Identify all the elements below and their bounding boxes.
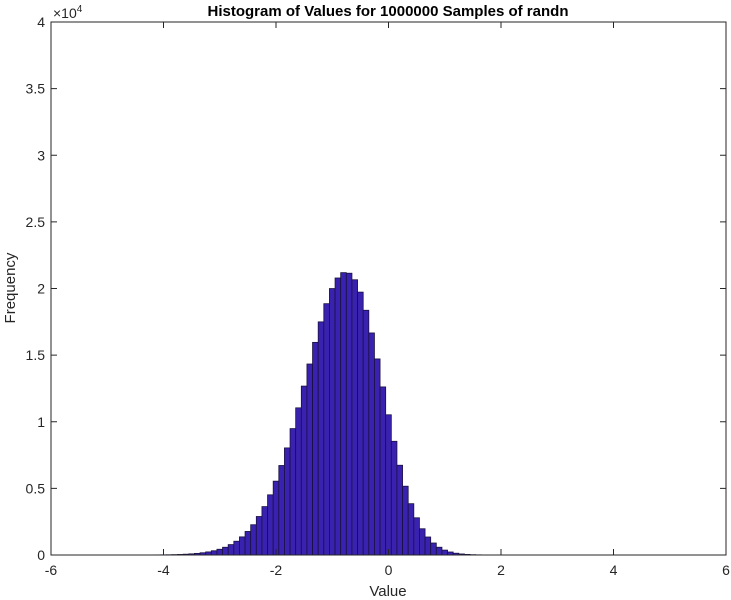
histogram-bar [441, 549, 448, 556]
histogram-bar [379, 386, 387, 556]
histogram-bar [419, 528, 426, 556]
histogram-bar [261, 506, 268, 556]
histogram-bar [334, 277, 342, 556]
histogram-bar [250, 524, 257, 556]
histogram-bar [413, 517, 420, 556]
chart-title: Histogram of Values for 1000000 Samples … [208, 3, 569, 20]
x-tick-label: 0 [385, 562, 393, 578]
x-axis-label: Value [369, 583, 406, 600]
y-tick-label: 0 [37, 547, 45, 563]
histogram-bar [317, 321, 325, 556]
y-tick-label: 3 [37, 147, 45, 163]
histogram-bar [390, 440, 398, 556]
histogram-bar [396, 464, 403, 556]
histogram-bar [357, 291, 364, 556]
histogram-bar [222, 546, 229, 556]
histogram-bar [424, 536, 432, 556]
histogram-bar [239, 536, 246, 556]
histogram-bar [351, 279, 358, 556]
histogram-bar [216, 548, 223, 556]
histogram-bar [278, 465, 285, 556]
histogram-bar [402, 485, 409, 556]
histogram-bar [244, 531, 252, 556]
histogram-bar [306, 363, 313, 556]
x-tick-label: -2 [270, 562, 283, 578]
histogram-bar [312, 341, 319, 556]
histogram-bar [227, 544, 235, 556]
y-axis-label: Frequency [2, 252, 19, 323]
x-tick-label: 6 [722, 562, 730, 578]
histogram-bar [407, 503, 415, 556]
histogram-bar [300, 385, 308, 556]
histogram-bar [267, 494, 274, 556]
histogram-bar [272, 480, 280, 556]
histogram-bar [323, 303, 330, 556]
histogram-bar [368, 332, 375, 556]
y-tick-label: 2.5 [26, 214, 46, 230]
y-tick-label: 2 [37, 281, 45, 297]
x-axis-ticks: -6 -4 -2 0 2 4 6 [45, 22, 730, 578]
histogram-bar [210, 550, 218, 556]
x-tick-label: 4 [610, 562, 618, 578]
y-axis-ticks: 0 0.5 1 1.5 2 2.5 3 3.5 4 [26, 14, 726, 563]
histogram-bar [362, 309, 370, 556]
histogram-bar [340, 272, 347, 556]
y-tick-label: 1.5 [26, 347, 46, 363]
histogram-bar [233, 540, 240, 556]
histogram-bar [374, 358, 381, 556]
histogram-bar [430, 542, 437, 556]
y-exponent-label: ×104 [53, 4, 83, 21]
y-tick-label: 1 [37, 414, 45, 430]
y-tick-label: 0.5 [26, 480, 46, 496]
x-tick-label: -4 [157, 562, 170, 578]
y-tick-label: 3.5 [26, 81, 46, 97]
x-tick-label: -6 [45, 562, 58, 578]
histogram-bar [385, 414, 392, 556]
histogram-bar [289, 428, 297, 556]
histogram-bar [284, 447, 291, 556]
histogram-bar [255, 516, 263, 556]
histogram-bar [435, 546, 443, 556]
histogram-bars [120, 272, 679, 556]
histogram-bar [295, 407, 302, 556]
histogram-bar [345, 272, 353, 556]
histogram-bar [329, 288, 336, 556]
x-tick-label: 2 [497, 562, 505, 578]
y-tick-label: 4 [37, 14, 45, 30]
